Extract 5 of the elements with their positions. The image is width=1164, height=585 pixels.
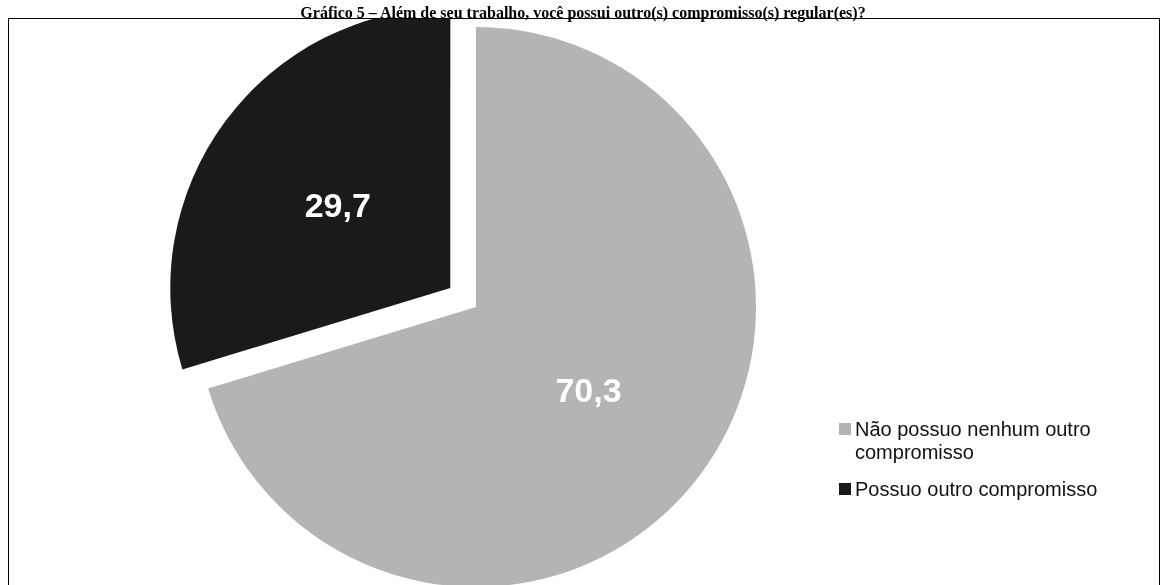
legend-label: Possuo outro compromisso xyxy=(855,478,1098,501)
legend-label: Não possuo nenhum outro compromisso xyxy=(855,418,1092,464)
chart-title: Gráfico 5 – Além de seu trabalho, você possui outro(s) compromisso(s) regular(es)? xyxy=(299,4,867,21)
data-label: 29,7 xyxy=(304,185,371,224)
data-label: 70,3 xyxy=(555,371,622,410)
